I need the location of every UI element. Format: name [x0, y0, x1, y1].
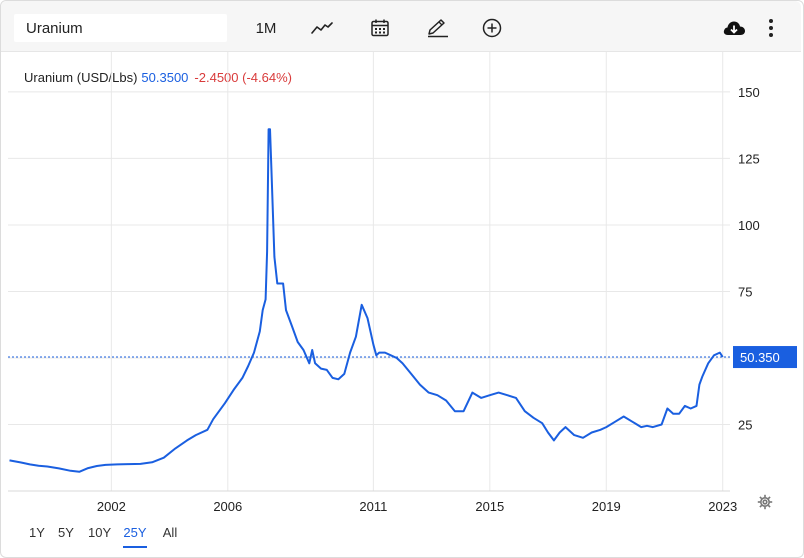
y-tick-label: 125: [738, 151, 760, 166]
legend-price: 50.3500: [141, 70, 189, 85]
legend-change: -2.4500 (-4.64%): [194, 70, 292, 85]
y-tick-label: 75: [738, 284, 752, 299]
interval-button[interactable]: 1M: [255, 19, 277, 37]
range-option-all[interactable]: All: [162, 525, 178, 540]
last-price-label: 50.350: [740, 350, 780, 365]
range-option-1y[interactable]: 1Y: [29, 525, 45, 540]
range-selector: 1Y 5Y 10Y 25Y All: [0, 520, 400, 550]
more-vertical-icon[interactable]: [761, 13, 781, 43]
x-tick-label: 2015: [475, 499, 504, 514]
series-line-0: [9, 128, 724, 473]
range-option-25y[interactable]: 25Y: [123, 520, 147, 548]
x-tick-label: 2011: [359, 499, 387, 514]
symbol-search-input[interactable]: [14, 14, 227, 42]
chart-legend: Uranium (USD/Lbs) 50.3500 -2.4500 (-4.64%): [24, 70, 292, 85]
gear-icon[interactable]: [757, 494, 773, 515]
last-price-badge: [733, 346, 797, 369]
x-tick-label: 2002: [97, 499, 126, 514]
calendar-icon[interactable]: [367, 13, 393, 43]
x-tick-label: 2006: [213, 499, 242, 514]
y-tick-label: 25: [738, 417, 752, 432]
range-option-5y[interactable]: 5Y: [58, 525, 74, 540]
x-tick-label: 2023: [708, 499, 737, 514]
download-cloud-icon[interactable]: [720, 13, 748, 43]
y-tick-label: 150: [738, 85, 760, 100]
x-tick-label: 2019: [592, 499, 621, 514]
y-tick-label: 100: [738, 218, 760, 233]
range-option-10y[interactable]: 10Y: [88, 525, 112, 540]
line-chart-icon[interactable]: [309, 13, 335, 43]
legend-series-name: Uranium (USD/Lbs): [24, 70, 138, 85]
pencil-icon[interactable]: [424, 13, 452, 43]
add-circle-icon[interactable]: [479, 13, 505, 43]
chart-toolbar: 1M: [1, 1, 801, 52]
